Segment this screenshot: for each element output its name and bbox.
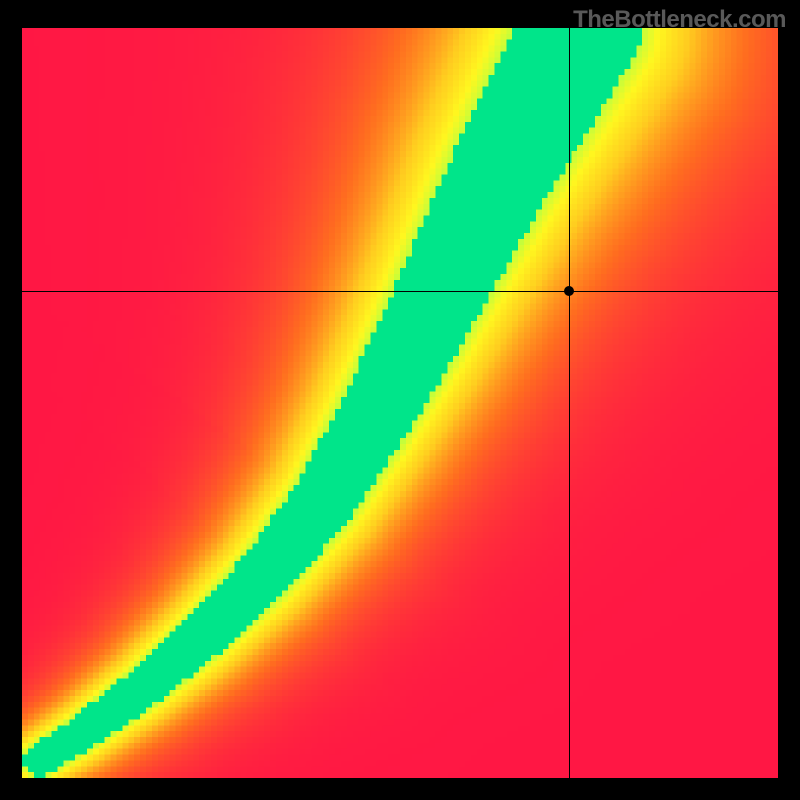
crosshair-vertical	[569, 28, 570, 778]
bottleneck-heatmap	[22, 28, 778, 778]
crosshair-marker	[564, 286, 574, 296]
heatmap-canvas	[22, 28, 778, 778]
crosshair-horizontal	[22, 291, 778, 292]
watermark-text: TheBottleneck.com	[573, 6, 786, 34]
